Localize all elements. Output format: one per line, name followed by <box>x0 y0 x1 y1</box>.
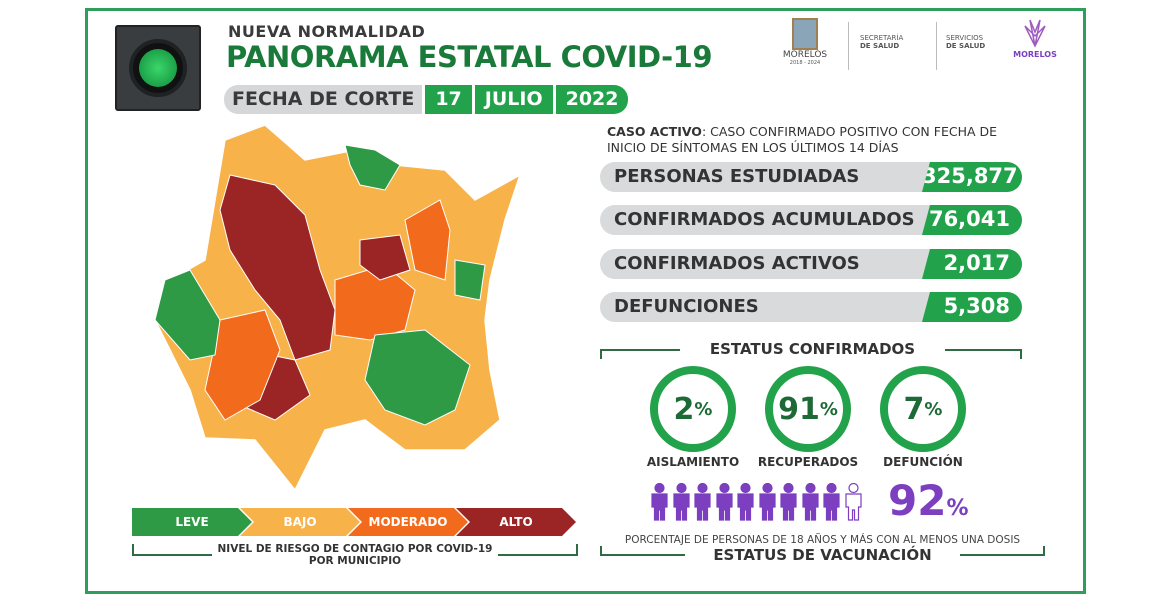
risk-legend: LEVE BAJO MODERADO ALTO <box>132 508 564 536</box>
person-filled-icon <box>758 483 776 521</box>
stat-value: 76,041 <box>922 205 1022 235</box>
map-region-leve-south <box>364 329 471 426</box>
person-filled-icon <box>801 483 819 521</box>
stat-personas-estudiadas: PERSONAS ESTUDIADAS 325,877 <box>600 162 1022 192</box>
map-region-moderado-west <box>204 309 281 421</box>
map-region-alto-east <box>359 234 411 281</box>
morelos-gov-logo: MORELOS 2018 - 2024 <box>780 18 830 66</box>
person-filled-icon <box>694 483 711 521</box>
date-label: FECHA DE CORTE <box>224 85 423 114</box>
person-outline-icon <box>844 483 862 521</box>
stat-defunciones: DEFUNCIONES 5,308 <box>600 292 1022 322</box>
legend-caption-bold: COVID-19 <box>436 543 493 555</box>
morelos-brand-logo: MORELOS <box>1010 18 1060 59</box>
person-filled-icon <box>651 483 668 521</box>
stat-label: PERSONAS ESTUDIADAS <box>600 162 930 192</box>
coat-of-arms-icon <box>792 18 818 50</box>
status-unit: % <box>924 398 943 420</box>
person-filled-icon <box>737 483 754 521</box>
stat-value: 2,017 <box>922 249 1022 279</box>
person-filled-icon <box>780 483 797 521</box>
legend-bajo: BAJO <box>240 508 360 536</box>
vaccination-caption: PORCENTAJE DE PERSONAS DE 18 AÑOS Y MÁS … <box>624 534 1021 546</box>
servicios-line-2: DE SALUD <box>946 42 986 50</box>
person-filled-icon <box>715 483 733 521</box>
legend-caption-line-2: POR MUNICIPIO <box>308 555 402 567</box>
traffic-light-icon <box>115 25 201 111</box>
vaccination-percent: 92% <box>888 476 969 525</box>
legend-caption-text: NIVEL DE RIESGO DE CONTAGIO POR <box>217 543 437 555</box>
map-region-leve-east <box>454 259 486 301</box>
vaccination-value: 92 <box>888 476 947 525</box>
date-year: 2022 <box>555 85 629 114</box>
status-title: ESTATUS CONFIRMADOS <box>709 340 916 358</box>
stat-label: CONFIRMADOS ACUMULADOS <box>600 205 930 235</box>
lotus-icon <box>1024 19 1046 48</box>
status-circle-defuncion: 7% <box>880 366 966 452</box>
date-month: JULIO <box>474 85 553 114</box>
map-region-moderado-east <box>404 199 451 281</box>
map-region-leve-north <box>344 144 401 191</box>
secretaria-logo: SECRETARÍA DE SALUD <box>860 34 903 50</box>
legend-caption: NIVEL DE RIESGO DE CONTAGIO POR COVID-19… <box>212 543 498 567</box>
status-label: RECUPERADOS <box>757 455 859 469</box>
date-day: 17 <box>425 85 472 114</box>
morelos-years: 2018 - 2024 <box>789 60 821 66</box>
status-unit: % <box>694 398 713 420</box>
map-region-leve-west <box>154 269 221 361</box>
morelos-gov-text: MORELOS <box>782 50 828 60</box>
stat-label: CONFIRMADOS ACTIVOS <box>600 249 930 279</box>
vaccination-unit: % <box>946 496 969 521</box>
status-circle-aislamiento: 2% <box>650 366 736 452</box>
status-value: 91 <box>778 391 820 427</box>
status-value: 7 <box>903 391 925 427</box>
secretaria-line-1: SECRETARÍA <box>860 34 904 42</box>
definition-term: CASO ACTIVO <box>607 124 702 139</box>
status-value: 2 <box>673 391 695 427</box>
active-case-definition: CASO ACTIVO: CASO CONFIRMADO POSITIVO CO… <box>607 124 1027 156</box>
person-filled-icon <box>672 483 690 521</box>
secretaria-line-2: DE SALUD <box>860 42 900 50</box>
logos: MORELOS 2018 - 2024 SECRETARÍA DE SALUD … <box>760 18 1070 76</box>
legend-moderado: MODERADO <box>348 508 468 536</box>
vaccination-title: ESTATUS DE VACUNACIÓN <box>713 546 932 564</box>
municipality-risk-map <box>154 124 522 492</box>
cutoff-date: FECHA DE CORTE 17 JULIO 2022 <box>224 85 629 114</box>
status-unit: % <box>819 398 838 420</box>
status-label: AISLAMIENTO <box>646 455 740 469</box>
stat-confirmados-activos: CONFIRMADOS ACTIVOS 2,017 <box>600 249 1022 279</box>
person-filled-icon <box>823 483 840 521</box>
servicios-line-1: SERVICIOS <box>946 34 984 42</box>
stat-value: 5,308 <box>922 292 1022 322</box>
map-region-alto-west <box>219 174 336 361</box>
vaccination-pictogram <box>650 483 865 525</box>
stat-confirmados-acumulados: CONFIRMADOS ACUMULADOS 76,041 <box>600 205 1022 235</box>
definition-text: : CASO CONFIRMADO POSITIVO CON FECHA DE … <box>607 124 998 155</box>
legend-alto: ALTO <box>456 508 576 536</box>
servicios-logo: SERVICIOS DE SALUD <box>946 34 985 50</box>
page-title: PANORAMA ESTATAL COVID-19 <box>226 40 713 74</box>
status-label: DEFUNCIÓN <box>883 455 963 469</box>
morelos-brand-text: MORELOS <box>1013 50 1057 59</box>
supertitle: NUEVA NORMALIDAD <box>228 22 426 41</box>
status-circle-recuperados: 91% <box>765 366 851 452</box>
infographic-frame <box>85 8 1086 594</box>
legend-leve: LEVE <box>132 508 252 536</box>
stat-label: DEFUNCIONES <box>600 292 930 322</box>
stat-value: 325,877 <box>922 162 1022 192</box>
